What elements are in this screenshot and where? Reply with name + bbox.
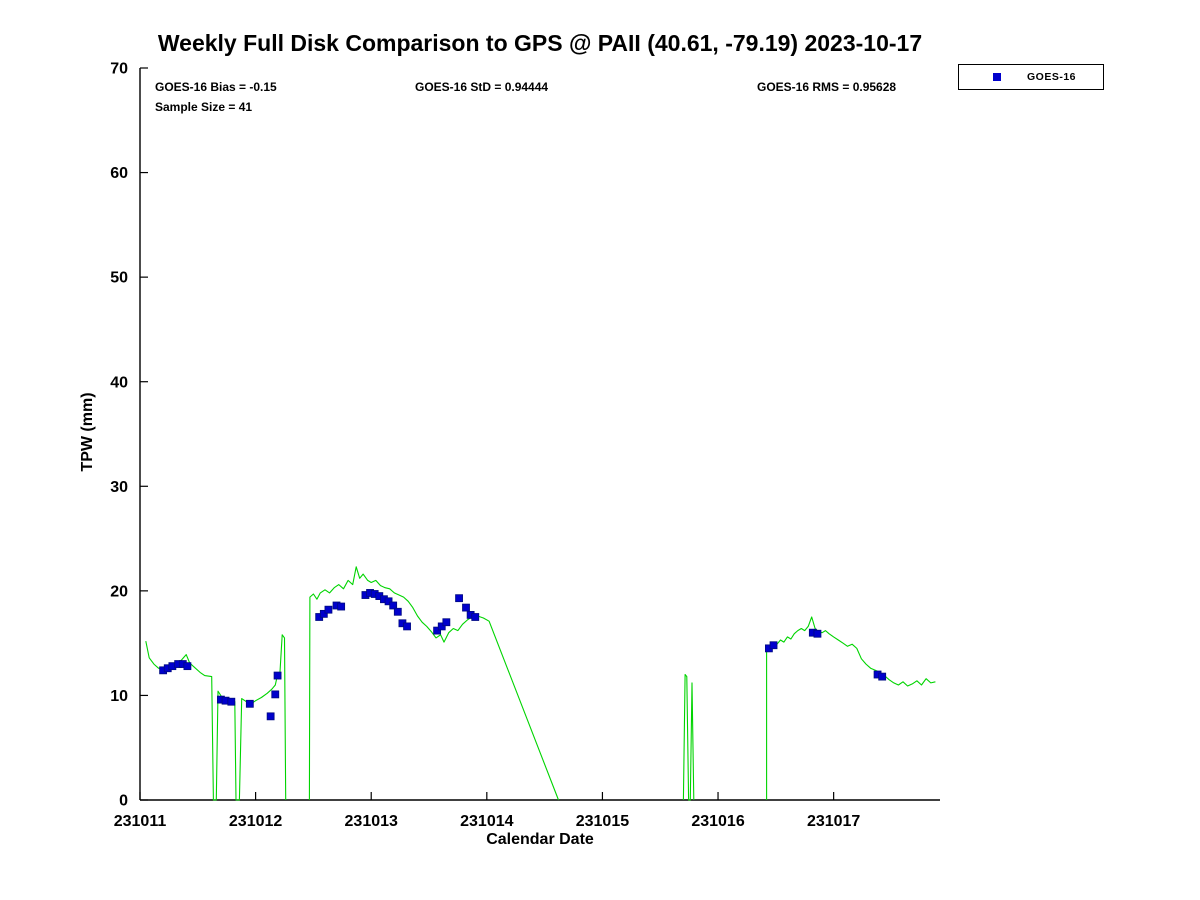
goes16-marker <box>384 597 393 606</box>
gps-line-segment <box>145 634 287 801</box>
goes16-marker <box>337 602 346 611</box>
goes16-marker <box>389 601 398 610</box>
goes16-marker <box>455 594 463 603</box>
x-tick-label: 231017 <box>807 813 860 830</box>
stat-sample-size: Sample Size = 41 <box>155 100 253 114</box>
goes16-marker <box>245 699 254 708</box>
goes16-marker <box>471 613 480 621</box>
legend-label-goes16: GOES-16 <box>1027 71 1077 83</box>
goes16-marker <box>393 607 402 616</box>
x-tick-label: 231011 <box>114 813 167 830</box>
goes16-marker <box>433 626 442 635</box>
stat-std: GOES-16 StD = 0.94444 <box>415 80 549 94</box>
chart-title: Weekly Full Disk Comparison to GPS @ PAI… <box>157 30 923 56</box>
gps-line-segment <box>766 616 936 800</box>
goes16-marker <box>273 671 282 680</box>
goes16-marker <box>271 690 280 699</box>
goes16-marker <box>227 697 236 706</box>
y-tick-label: 40 <box>110 374 128 391</box>
goes16-legend-marker-icon <box>993 73 1001 81</box>
legend: GOES-16 <box>958 64 1104 90</box>
stat-bias: GOES-16 Bias = -0.15 <box>155 80 277 94</box>
goes16-marker <box>878 672 887 681</box>
gps-line-segment <box>682 673 695 801</box>
x-axis-label: Calendar Date <box>486 831 594 848</box>
goes16-marker <box>442 618 451 627</box>
goes16-marker <box>769 641 778 650</box>
goes16-marker <box>403 622 411 631</box>
y-tick-label: 20 <box>110 583 128 600</box>
y-tick-label: 50 <box>110 270 128 287</box>
goes16-marker <box>183 662 192 671</box>
y-tick-label: 30 <box>110 479 128 496</box>
goes16-marker <box>813 629 822 638</box>
x-tick-label: 231015 <box>576 813 629 830</box>
x-tick-label: 231014 <box>460 813 513 830</box>
goes16-marker <box>266 712 275 721</box>
goes16-marker <box>437 622 446 631</box>
y-tick-label: 10 <box>110 688 128 705</box>
goes16-marker <box>462 603 470 612</box>
gps-line-segment <box>308 566 560 801</box>
y-tick-label: 0 <box>119 793 128 810</box>
goes16-marker <box>324 605 333 614</box>
goes16-marker <box>319 609 328 618</box>
stat-rms: GOES-16 RMS = 0.95628 <box>757 80 897 94</box>
x-tick-label: 231016 <box>691 813 744 830</box>
x-tick-label: 231012 <box>229 813 282 830</box>
y-tick-label: 60 <box>110 165 128 182</box>
y-tick-label: 70 <box>110 61 128 78</box>
x-tick-label: 231013 <box>345 813 398 830</box>
